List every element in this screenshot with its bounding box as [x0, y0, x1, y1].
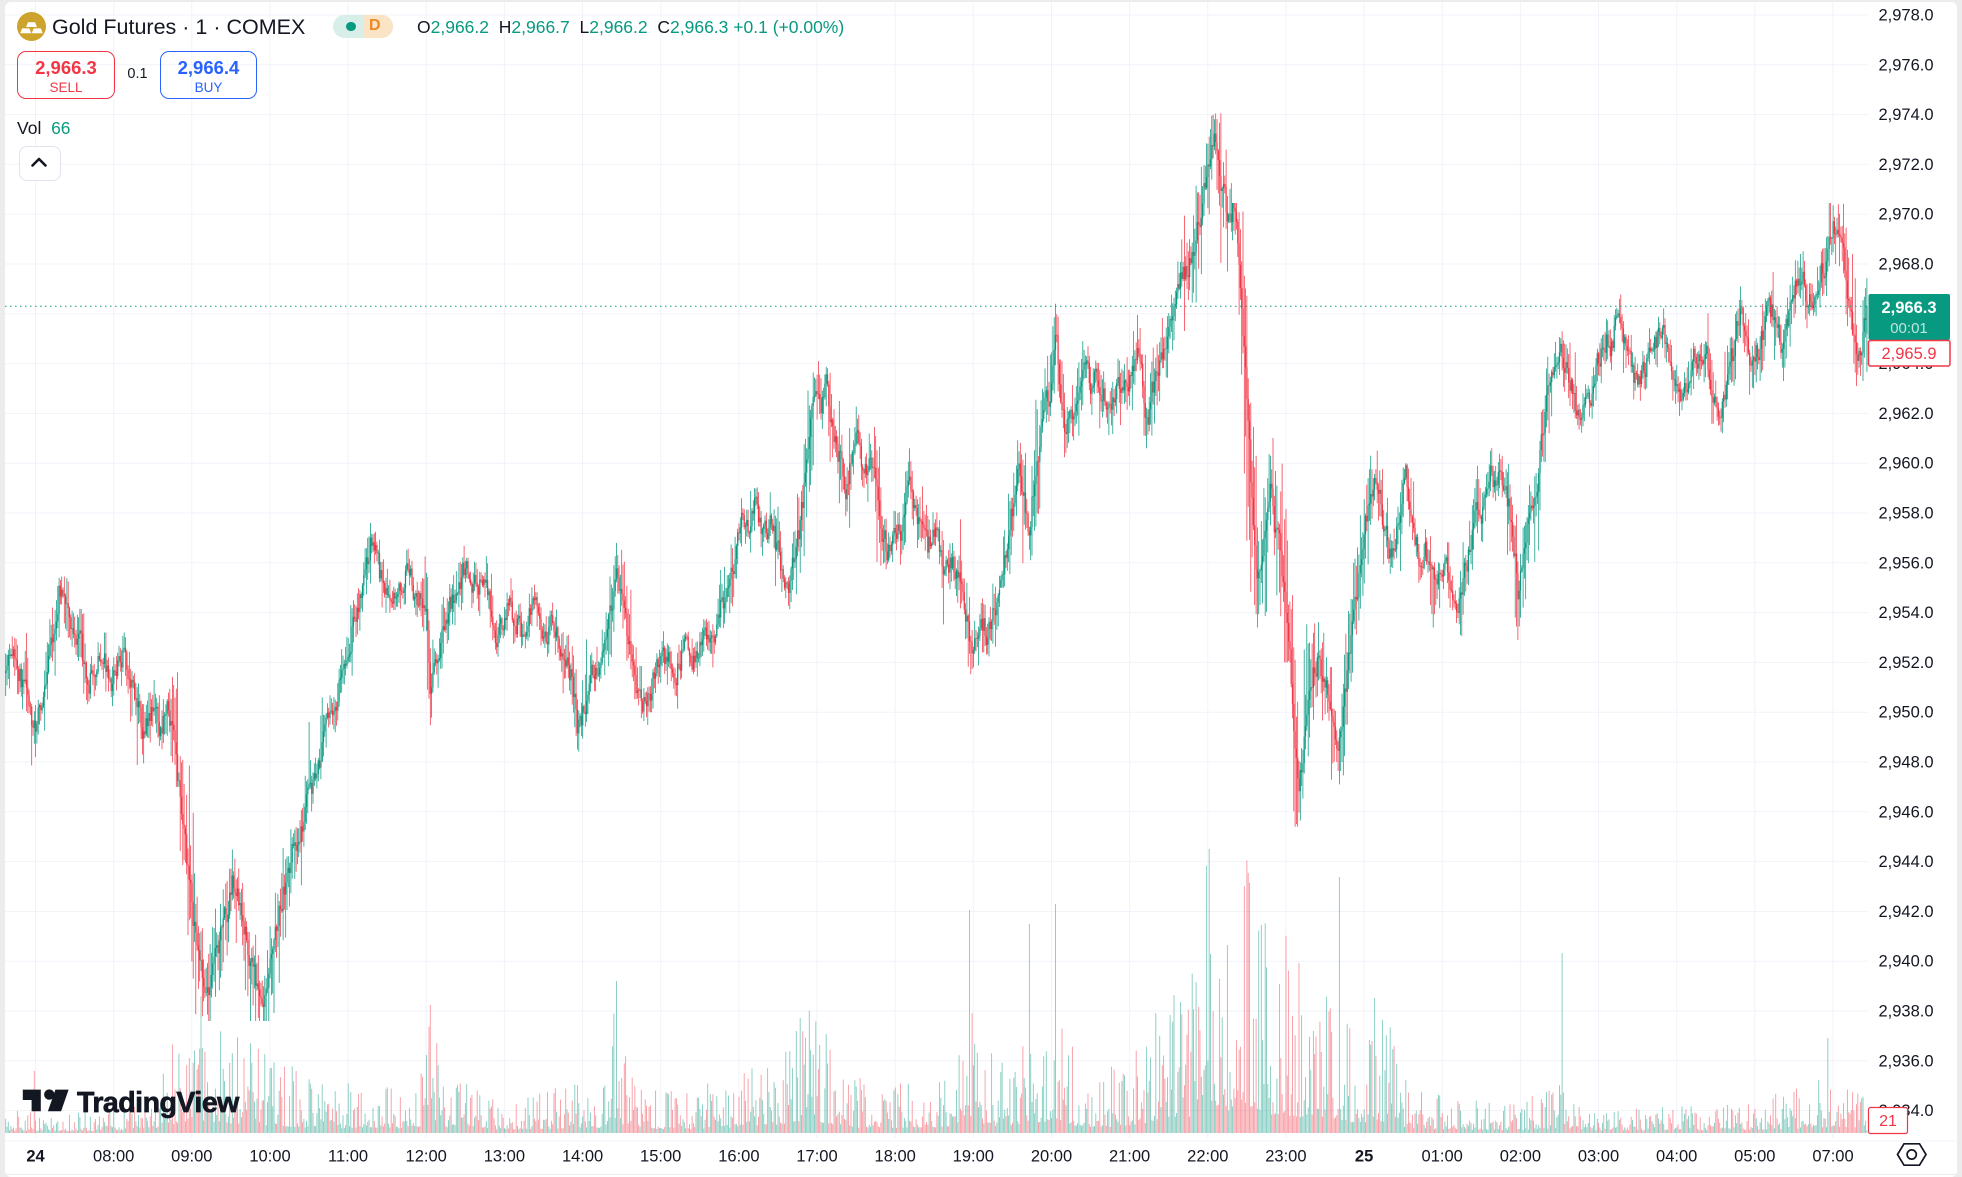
svg-text:02:00: 02:00: [1500, 1148, 1541, 1166]
svg-text:2,972.0: 2,972.0: [1879, 156, 1934, 174]
svg-text:24: 24: [26, 1148, 45, 1166]
svg-text:05:00: 05:00: [1734, 1148, 1775, 1166]
svg-text:16:00: 16:00: [718, 1148, 759, 1166]
svg-text:2,956.0: 2,956.0: [1879, 554, 1934, 572]
svg-text:2,962.0: 2,962.0: [1879, 405, 1934, 423]
svg-text:2,960.0: 2,960.0: [1879, 455, 1934, 473]
svg-text:2,974.0: 2,974.0: [1879, 106, 1934, 124]
svg-text:2,936.0: 2,936.0: [1879, 1052, 1934, 1070]
svg-text:2,958.0: 2,958.0: [1879, 505, 1934, 523]
svg-text:21:00: 21:00: [1109, 1148, 1150, 1166]
svg-text:2,940.0: 2,940.0: [1879, 953, 1934, 971]
svg-text:21: 21: [1879, 1113, 1897, 1130]
svg-text:10:00: 10:00: [249, 1148, 290, 1166]
svg-text:2,966.3: 2,966.3: [1881, 299, 1936, 317]
svg-text:2,976.0: 2,976.0: [1879, 56, 1934, 74]
svg-text:2,965.9: 2,965.9: [1881, 345, 1936, 363]
svg-text:2,970.0: 2,970.0: [1879, 206, 1934, 224]
svg-text:08:00: 08:00: [93, 1148, 134, 1166]
svg-text:03:00: 03:00: [1578, 1148, 1619, 1166]
svg-text:22:00: 22:00: [1187, 1148, 1228, 1166]
svg-text:07:00: 07:00: [1812, 1148, 1853, 1166]
svg-text:00:01: 00:01: [1890, 320, 1928, 337]
svg-text:2,944.0: 2,944.0: [1879, 853, 1934, 871]
svg-text:17:00: 17:00: [796, 1148, 837, 1166]
svg-text:25: 25: [1355, 1148, 1373, 1166]
svg-text:2,948.0: 2,948.0: [1879, 754, 1934, 772]
svg-text:2,952.0: 2,952.0: [1879, 654, 1934, 672]
svg-text:2,954.0: 2,954.0: [1879, 604, 1934, 622]
svg-text:11:00: 11:00: [328, 1148, 368, 1166]
svg-text:13:00: 13:00: [484, 1148, 525, 1166]
svg-text:2,938.0: 2,938.0: [1879, 1003, 1934, 1021]
svg-text:18:00: 18:00: [875, 1148, 916, 1166]
svg-text:2,978.0: 2,978.0: [1879, 7, 1934, 25]
svg-text:TradingView: TradingView: [77, 1087, 240, 1119]
svg-text:19:00: 19:00: [953, 1148, 994, 1166]
svg-text:2,946.0: 2,946.0: [1879, 803, 1934, 821]
svg-text:2,968.0: 2,968.0: [1879, 256, 1934, 274]
svg-text:04:00: 04:00: [1656, 1148, 1697, 1166]
svg-text:2,942.0: 2,942.0: [1879, 903, 1934, 921]
svg-text:2,950.0: 2,950.0: [1879, 704, 1934, 722]
svg-text:20:00: 20:00: [1031, 1148, 1072, 1166]
svg-text:23:00: 23:00: [1265, 1148, 1306, 1166]
svg-text:01:00: 01:00: [1422, 1148, 1463, 1166]
svg-text:09:00: 09:00: [171, 1148, 212, 1166]
svg-text:14:00: 14:00: [562, 1148, 603, 1166]
svg-text:12:00: 12:00: [406, 1148, 447, 1166]
svg-text:15:00: 15:00: [640, 1148, 681, 1166]
